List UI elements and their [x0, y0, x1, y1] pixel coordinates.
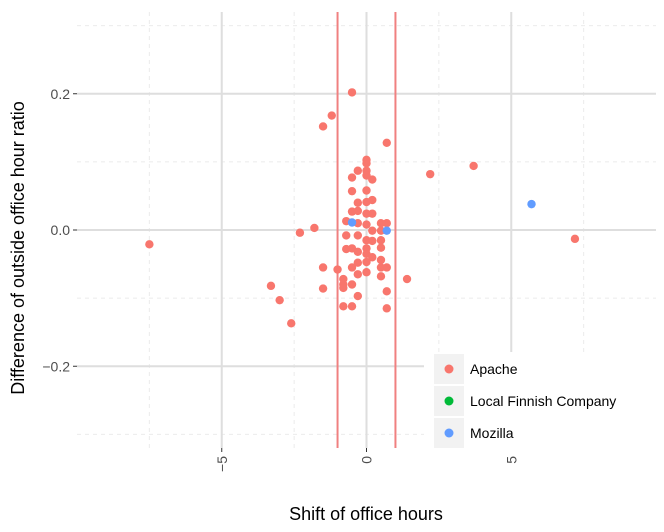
data-point: [362, 209, 371, 218]
data-point: [368, 236, 377, 246]
x-axis-ticks: −5 0 5: [214, 448, 519, 472]
data-point: [347, 302, 357, 311]
data-point: [382, 263, 391, 272]
data-point: [339, 283, 348, 293]
data-point: [425, 169, 435, 179]
data-point: [382, 304, 391, 313]
reference-lines: [336, 12, 397, 448]
legend-label: Local Finnish Company: [470, 393, 616, 409]
data-point: [353, 247, 363, 256]
data-point: [339, 302, 348, 311]
x-tick-label: −5: [214, 456, 230, 472]
data-point: [376, 263, 386, 272]
data-point: [347, 186, 357, 196]
data-point: [376, 243, 386, 252]
y-tick-label: 0.0: [51, 222, 71, 238]
data-point: [275, 295, 284, 305]
data-point: [570, 234, 580, 244]
y-tick-label: −0.2: [42, 358, 70, 374]
legend: Apache Local Finnish Company Mozilla: [424, 352, 664, 452]
data-point: [382, 287, 391, 296]
data-point: [347, 88, 357, 97]
data-point: [527, 199, 536, 209]
data-point: [382, 226, 391, 235]
data-point: [353, 206, 363, 216]
data-point: [295, 228, 305, 237]
data-point: [333, 265, 342, 274]
data-point: [353, 198, 363, 207]
x-axis-title: Shift of office hours: [289, 504, 443, 524]
data-point: [347, 218, 357, 227]
data-point: [327, 111, 336, 120]
data-point: [362, 220, 371, 229]
data-point: [368, 195, 377, 205]
data-point: [362, 186, 371, 195]
data-point: [376, 272, 386, 281]
data-point: [376, 218, 386, 228]
y-tick-label: 0.2: [51, 86, 71, 102]
data-point: [382, 138, 391, 147]
data-point: [353, 291, 363, 301]
data-points: [145, 88, 580, 328]
data-point: [382, 218, 391, 228]
data-point: [362, 268, 371, 277]
data-point: [362, 257, 371, 267]
data-point: [368, 253, 377, 262]
data-point: [353, 231, 363, 240]
data-point: [469, 161, 478, 171]
data-point: [368, 175, 377, 184]
data-point: [287, 319, 296, 328]
data-point: [368, 209, 377, 218]
data-point: [347, 173, 357, 182]
data-point: [376, 255, 386, 265]
data-point: [353, 166, 363, 175]
legend-key-local-finnish-company: [444, 396, 454, 406]
x-tick-label: 5: [503, 456, 519, 464]
x-tick-label: 0: [359, 456, 375, 464]
data-point: [347, 263, 357, 272]
data-point: [368, 226, 377, 235]
data-point: [353, 258, 363, 267]
data-point: [145, 240, 154, 249]
y-axis-title: Difference of outside office hour ratio: [8, 101, 28, 395]
legend-label: Mozilla: [470, 425, 514, 441]
data-point: [266, 281, 276, 291]
data-point: [376, 226, 386, 235]
legend-label: Apache: [470, 361, 518, 377]
legend-key-apache: [444, 364, 454, 374]
y-axis-ticks: −0.2 0.0 0.2: [42, 86, 77, 374]
data-point: [376, 236, 386, 245]
data-point: [342, 231, 351, 240]
legend-key-mozilla: [444, 428, 454, 438]
data-point: [353, 270, 363, 279]
data-point: [318, 284, 328, 293]
data-point: [402, 274, 412, 284]
data-point: [362, 159, 371, 168]
major-gridlines: [77, 12, 656, 448]
data-point: [318, 122, 328, 131]
data-point: [310, 223, 319, 233]
data-point: [318, 263, 328, 272]
data-point: [347, 280, 357, 289]
